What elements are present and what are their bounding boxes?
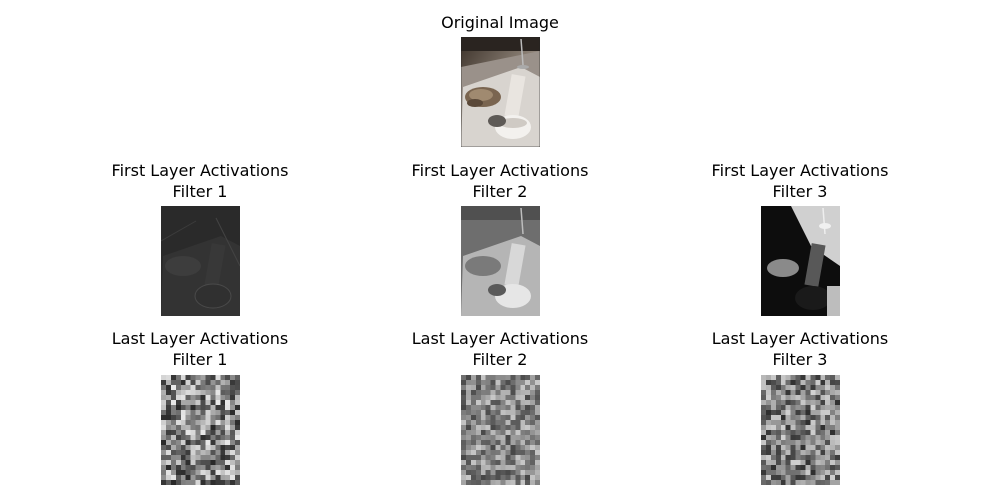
- last-layer-filter-3-image: [761, 375, 840, 485]
- first-layer-filter-2-title: First Layer Activations Filter 2: [411, 161, 589, 201]
- original-image-title: Original Image: [441, 13, 559, 32]
- last-layer-filter-2-image: [461, 375, 540, 485]
- first-layer-filter-1-title: First Layer Activations Filter 1: [111, 161, 289, 201]
- last-layer-filter-1-image: [161, 375, 240, 485]
- first-layer-filter-3-image: [761, 206, 840, 316]
- last-layer-filter-2-title: Last Layer Activations Filter 2: [411, 329, 589, 369]
- last-layer-filter-1-title: Last Layer Activations Filter 1: [111, 329, 289, 369]
- last-layer-filter-3-title: Last Layer Activations Filter 3: [711, 329, 889, 369]
- first-layer-filter-1-image: [161, 206, 240, 316]
- original-image: [461, 37, 540, 147]
- first-layer-filter-2-image: [461, 206, 540, 316]
- first-layer-filter-3-title: First Layer Activations Filter 3: [711, 161, 889, 201]
